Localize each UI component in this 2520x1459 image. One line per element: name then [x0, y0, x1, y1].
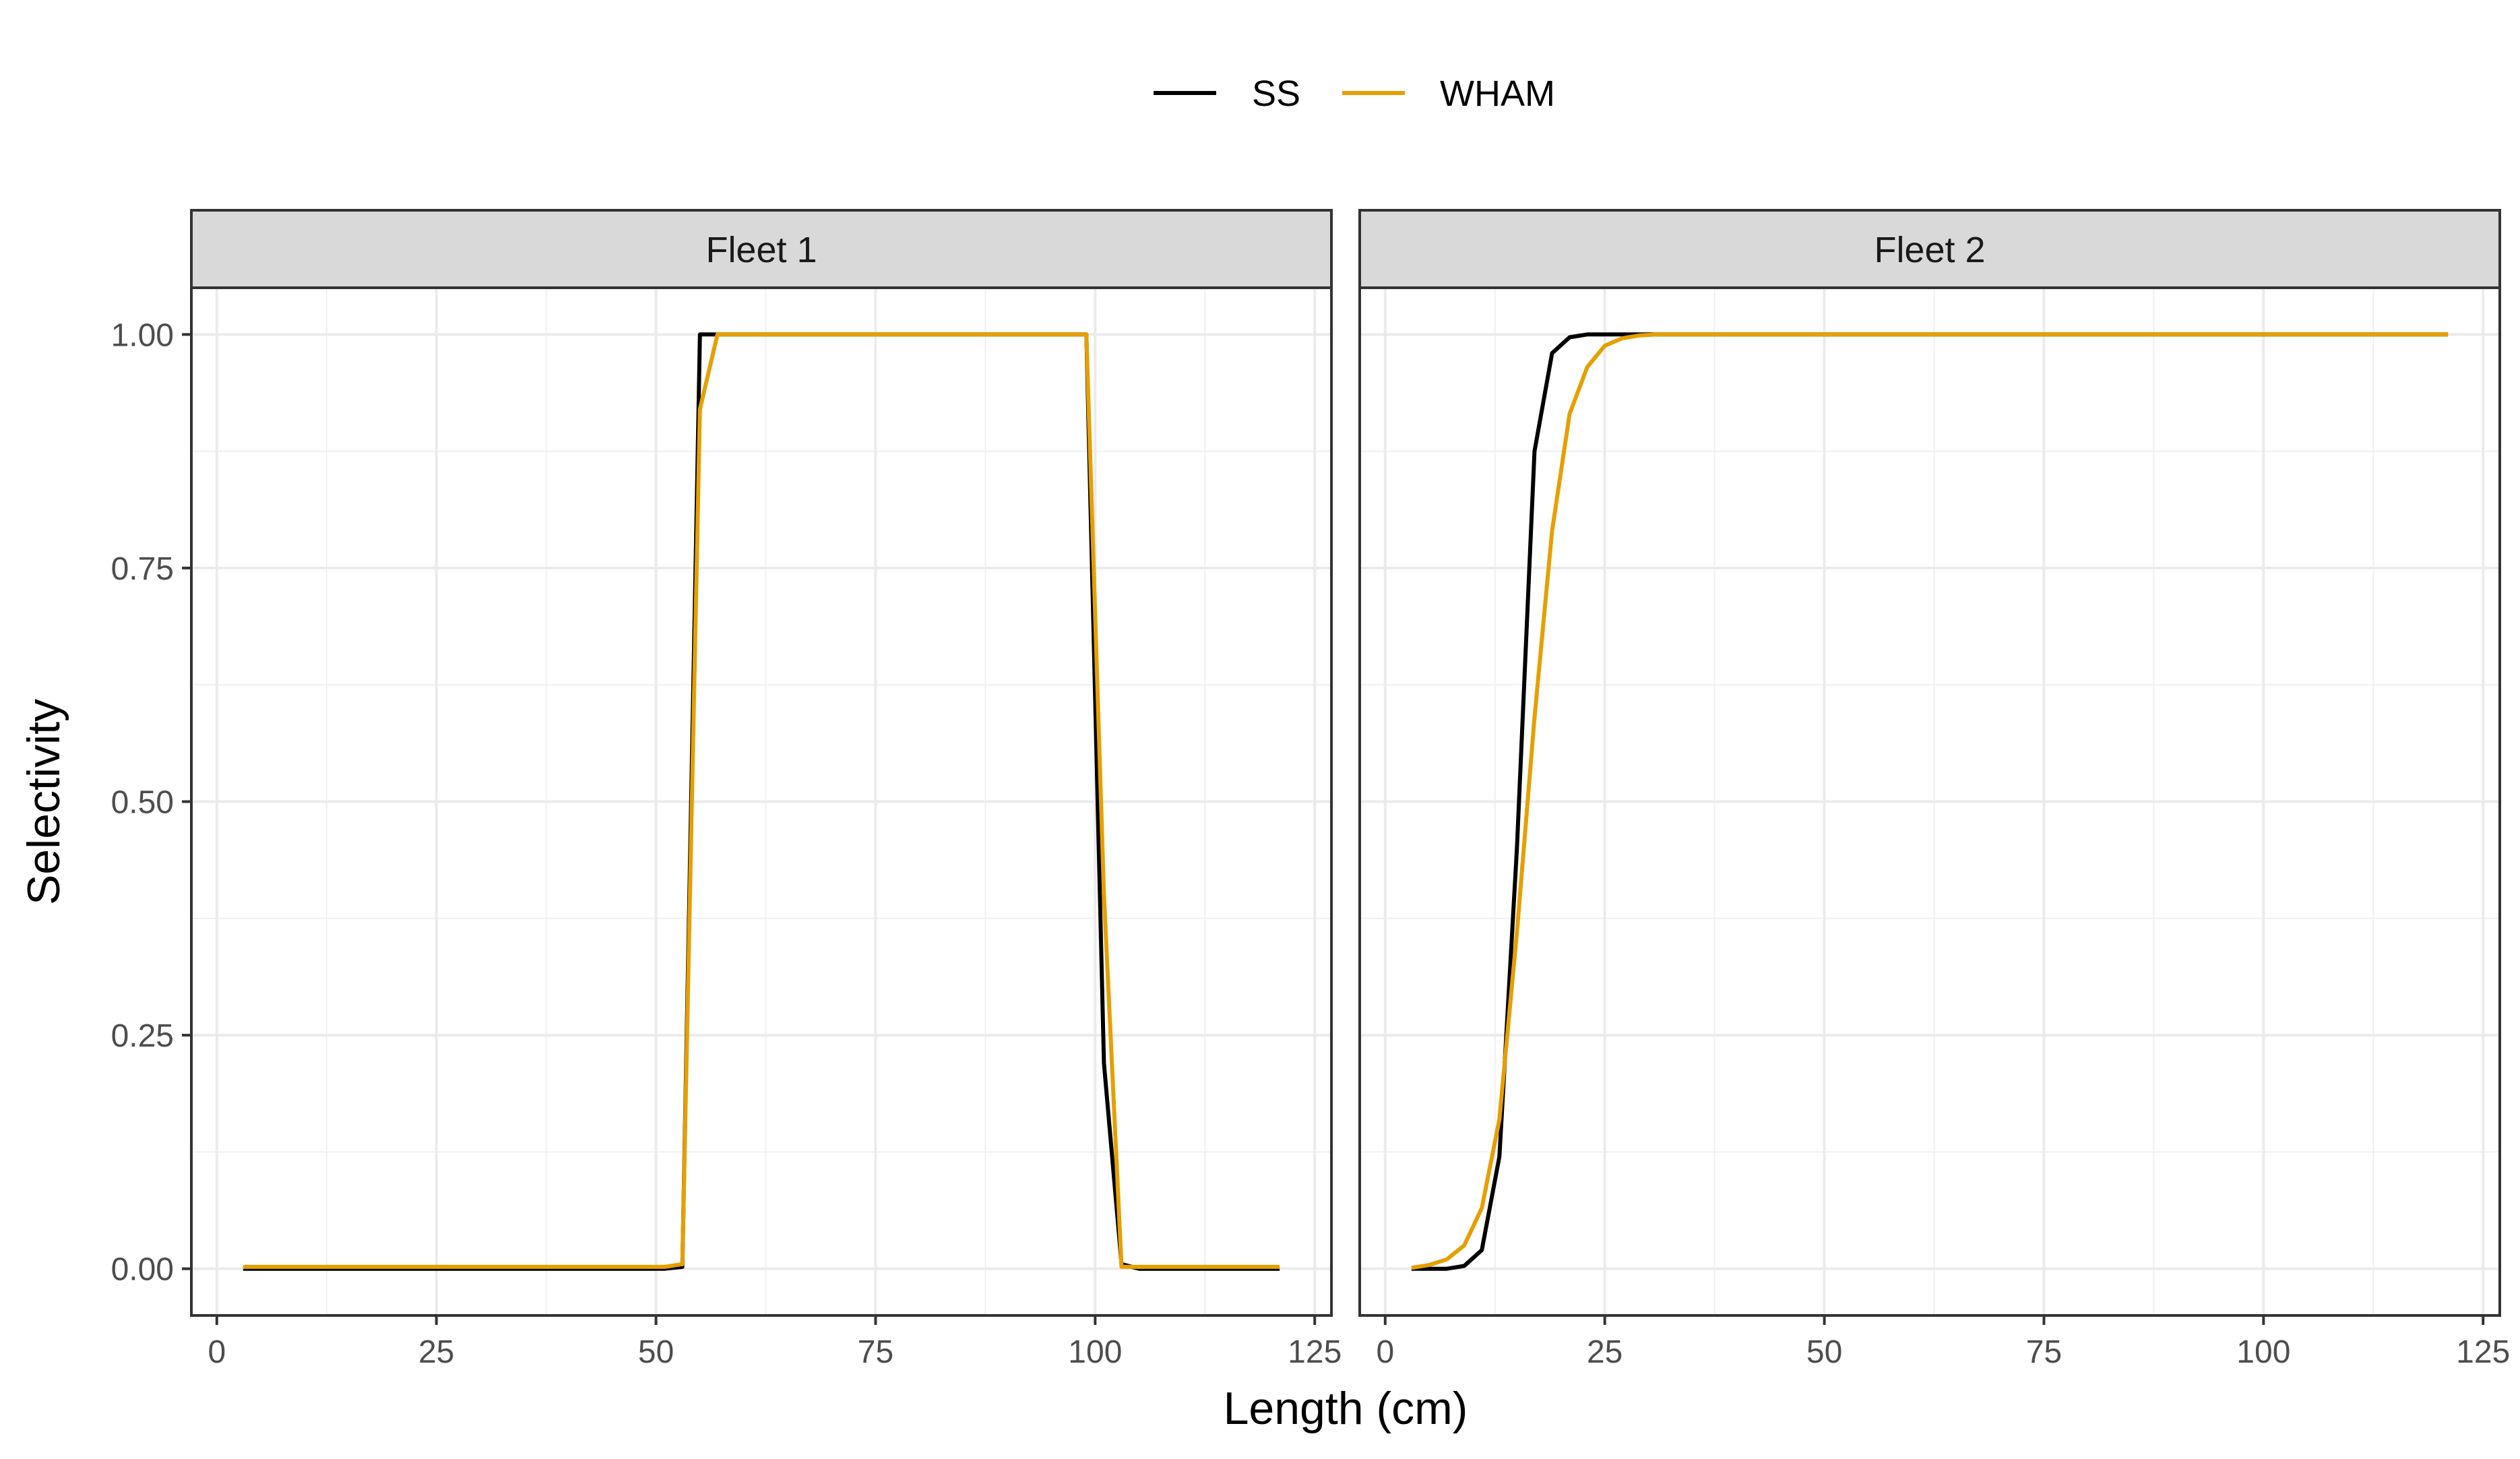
x-tick-label: 0 — [208, 1334, 226, 1370]
x-axis-fleet-1: 0 25 50 75 100 125 — [208, 1315, 1342, 1370]
legend-label-wham: WHAM — [1440, 73, 1555, 114]
strip-label-fleet-1: Fleet 1 — [705, 230, 817, 270]
x-tick-label: 50 — [638, 1334, 674, 1370]
gridlines-fleet-2 — [1360, 288, 2500, 1315]
series-line-ss — [1411, 332, 2449, 1271]
x-tick-label: 100 — [1068, 1334, 1122, 1370]
x-tick-label: 25 — [418, 1334, 454, 1370]
x-tick-label: 0 — [1376, 1334, 1394, 1370]
x-tick-label: 100 — [2236, 1334, 2290, 1370]
y-tick-label: 0.50 — [111, 785, 174, 821]
series-line-wham — [1411, 332, 2449, 1270]
strip-fleet-1 — [190, 209, 1333, 289]
x-axis-title: Length (cm) — [1224, 1383, 1468, 1434]
series-lines-fleet-1 — [243, 332, 1280, 1271]
y-axis: 0.00 0.25 0.50 0.75 1.00 — [111, 317, 191, 1288]
panel-border-fleet-2 — [1358, 286, 2501, 1317]
y-axis-title: Selectivity — [18, 699, 69, 905]
panel-fleet-1: Fleet 1 0 25 50 75 100 125 — [190, 209, 1342, 1370]
series-lines-fleet-2 — [1411, 332, 2449, 1271]
x-tick-label: 75 — [858, 1334, 893, 1370]
y-tick-label: 0.75 — [111, 551, 174, 587]
strip-label-fleet-2: Fleet 2 — [1874, 230, 1985, 270]
x-tick-label: 75 — [2026, 1334, 2062, 1370]
series-line-wham — [243, 332, 1280, 1269]
y-tick-label: 1.00 — [111, 317, 174, 353]
panel-fleet-2: Fleet 2 0 25 50 75 100 125 — [1358, 209, 2510, 1370]
x-tick-label: 125 — [2456, 1334, 2510, 1370]
legend: SS WHAM — [1154, 73, 1555, 114]
y-tick-label: 0.00 — [111, 1252, 174, 1288]
strip-fleet-2 — [1358, 209, 2501, 289]
gridlines-fleet-1 — [191, 288, 1331, 1315]
y-tick-label: 0.25 — [111, 1018, 174, 1054]
x-axis-fleet-2: 0 25 50 75 100 125 — [1376, 1315, 2510, 1370]
legend-label-ss: SS — [1252, 73, 1300, 114]
x-tick-label: 125 — [1288, 1334, 1342, 1370]
x-tick-label: 25 — [1587, 1334, 1623, 1370]
x-tick-label: 50 — [1806, 1334, 1842, 1370]
